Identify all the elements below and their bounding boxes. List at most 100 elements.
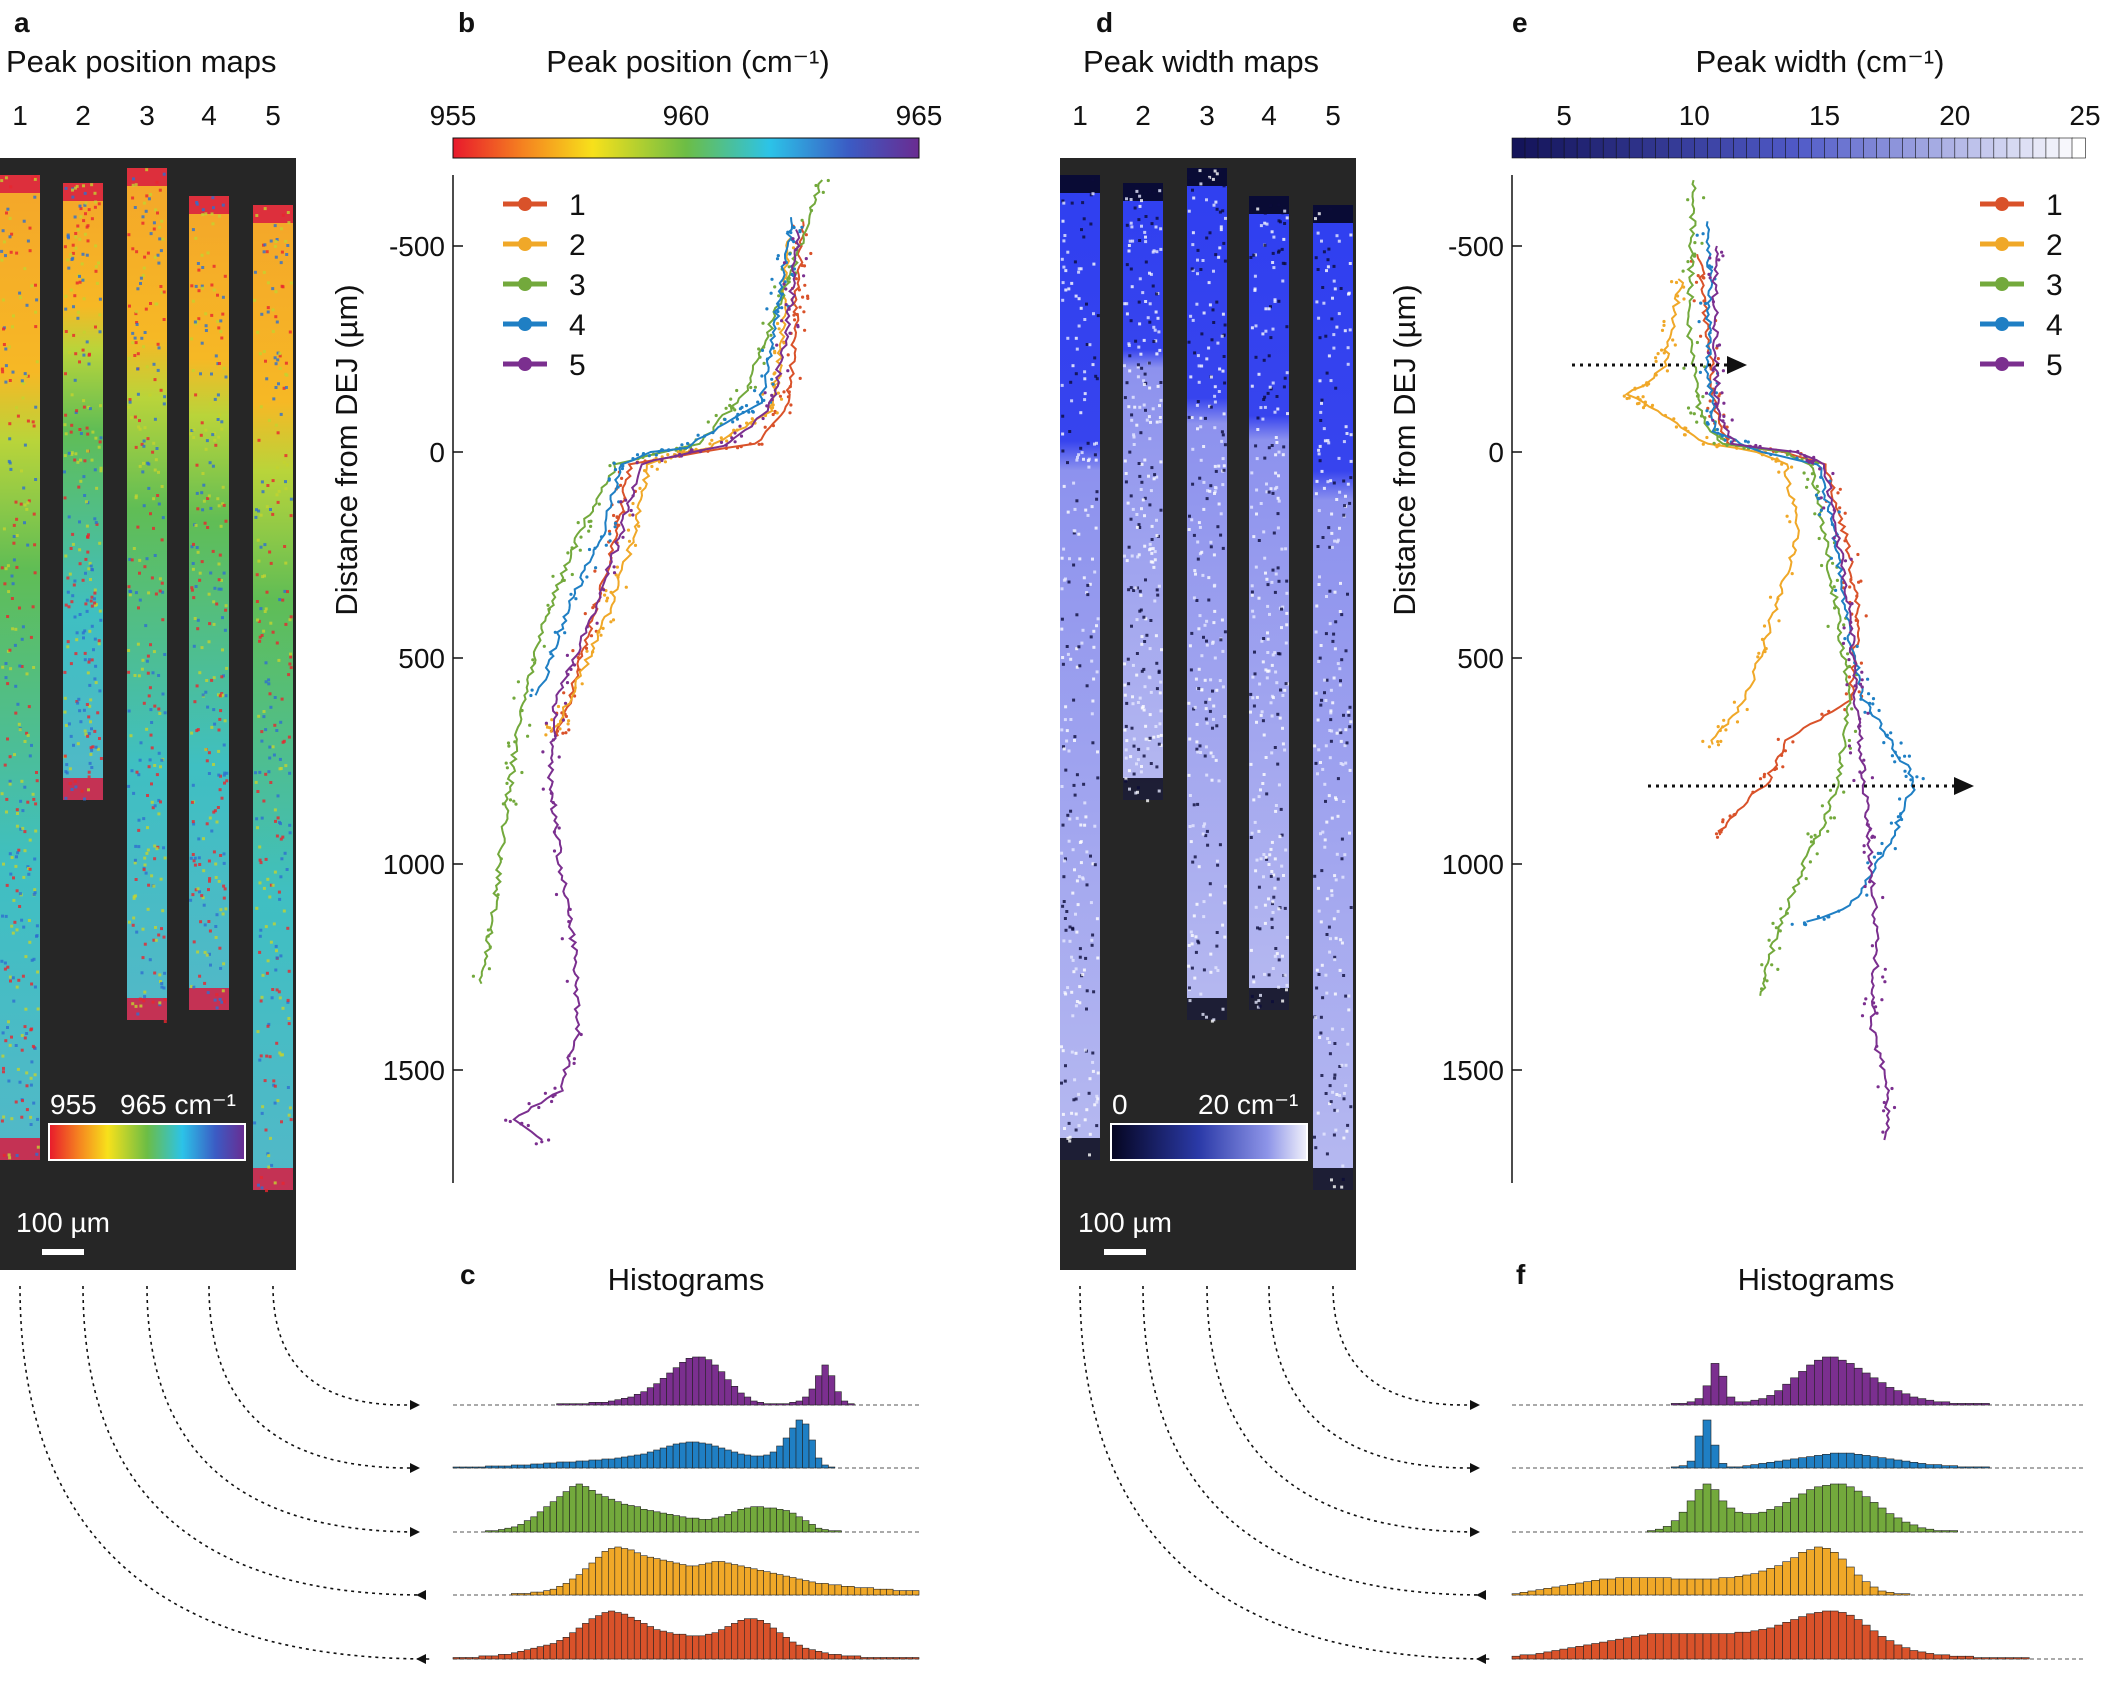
map-noise-pixel [1188,986,1191,990]
map-noise-pixel [277,489,281,493]
series-point-3 [1699,414,1704,418]
map-noise-pixel [1135,513,1139,516]
map-noise-pixel [128,593,132,597]
map-noise-pixel [1130,418,1134,422]
series-point-3 [1681,269,1685,273]
x-tick-label: 965 [896,100,943,131]
map-noise-pixel [0,367,4,371]
map-noise-pixel [1328,756,1332,760]
series-point-5 [526,1123,530,1128]
map-noise-pixel [64,554,68,558]
map-noise-pixel [1159,227,1163,231]
map-noise-pixel [74,452,78,456]
map-noise-pixel [1262,358,1266,362]
map-noise-pixel [218,362,221,365]
map-noise-pixel [1154,339,1158,343]
series-point-5 [563,701,568,705]
map-noise-pixel [1271,967,1275,970]
map-noise-pixel [12,999,16,1003]
series-point-3 [787,276,791,280]
map-strip-3 [1187,168,1227,1020]
map-noise-pixel [94,200,98,204]
map-noise-pixel [1273,857,1277,861]
histogram-bar-1 [1893,1644,1903,1660]
map-noise-pixel [1250,590,1254,594]
map-noise-pixel [1201,573,1205,577]
map-noise-pixel [79,720,83,724]
series-point-3 [1850,707,1854,711]
map-noise-pixel [1334,878,1338,882]
series-point-1 [573,694,577,698]
map-noise-pixel [1155,250,1159,254]
histogram-bar-3 [1917,1527,1927,1533]
map-noise-pixel [1340,658,1344,662]
map-noise-pixel [1141,291,1145,295]
series-point-5 [1882,1100,1886,1105]
map-noise-pixel [1207,281,1211,285]
map-noise-pixel [270,996,274,1000]
map-noise-pixel [1078,664,1082,668]
map-noise-pixel [257,714,261,718]
series-point-5 [1852,778,1856,783]
series-point-2 [1654,373,1658,377]
map-noise-pixel [1083,392,1087,396]
map-noise-pixel [195,491,199,495]
map-noise-pixel [259,1176,263,1179]
map-noise-pixel [1154,310,1158,314]
map-noise-pixel [287,221,291,225]
map-noise-pixel [196,728,200,732]
map-noise-pixel [1157,584,1161,588]
map-noise-pixel [1190,934,1194,937]
series-point-1 [620,476,624,480]
map-noise-pixel [149,232,153,236]
map-noise-pixel [209,963,212,967]
series-point-5 [791,237,795,241]
series-point-2 [609,620,613,624]
histogram-bar-4 [815,1457,823,1469]
map-noise-pixel [1075,499,1079,503]
map-noise-pixel [284,764,288,768]
map-noise-pixel [1285,983,1289,987]
series-point-3 [1813,833,1817,837]
map-noise-pixel [286,244,290,247]
series-point-2 [1762,624,1767,628]
map-noise-pixel [78,520,81,524]
map-noise-pixel [1348,501,1352,505]
map-noise-pixel [85,609,89,613]
series-point-3 [1700,241,1704,245]
map-noise-pixel [1200,688,1204,692]
map-noise-pixel [1095,377,1099,381]
map-noise-pixel [275,729,279,732]
series-point-2 [1633,386,1637,390]
map-noise-pixel [1252,975,1255,979]
map-noise-pixel [274,968,278,972]
map-noise-pixel [1130,624,1133,628]
map-noise-pixel [149,708,153,712]
map-noise-pixel [128,920,131,924]
map-noise-pixel [190,284,194,288]
map-noise-pixel [1324,744,1328,748]
map-noise-pixel [94,603,98,606]
histogram-bar-5 [789,1402,797,1406]
series-point-5 [550,1099,554,1104]
map-noise-pixel [1064,768,1068,772]
series-point-1 [788,411,792,415]
map-noise-pixel [1192,803,1196,807]
map-noise-pixel [1343,744,1347,748]
histogram-bar-1 [1686,1633,1696,1660]
map-noise-pixel [1074,1004,1078,1008]
map-noise-pixel [1330,893,1334,897]
y-tick-label: 1000 [1442,849,1504,880]
map-noise-pixel [1083,823,1087,827]
histogram-bar-4 [1678,1465,1688,1469]
map-noise-pixel [275,956,279,960]
map-noise-pixel [1320,869,1324,873]
histogram-bar-3 [575,1483,583,1533]
series-point-3 [1829,816,1833,820]
map-noise-pixel [1125,263,1129,267]
series-point-3 [566,551,570,555]
map-noise-pixel [18,905,22,908]
map-noise-pixel [73,215,77,219]
map-noise-pixel [1272,873,1276,877]
histogram-bar-3 [718,1516,726,1533]
